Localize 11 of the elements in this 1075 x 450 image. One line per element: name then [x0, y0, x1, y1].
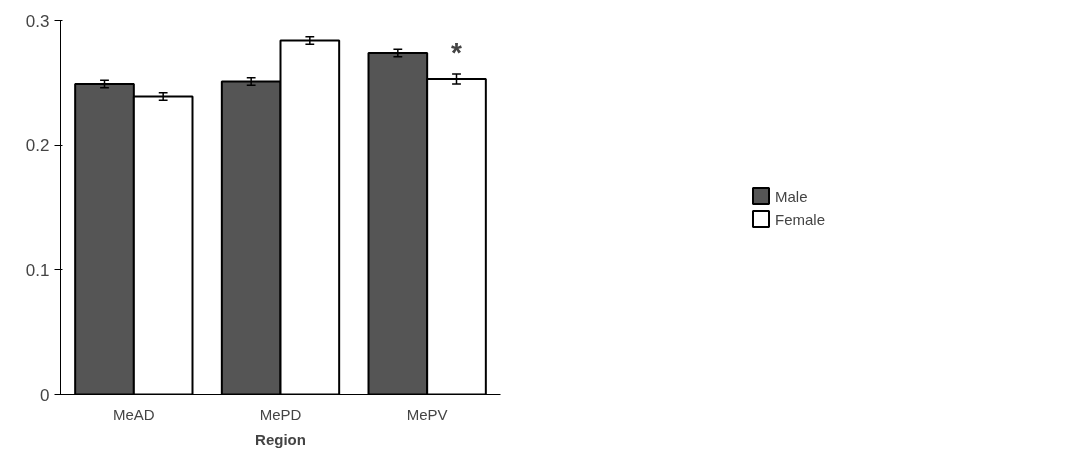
x-tick-label: MePD — [259, 405, 302, 423]
y-tick-label: 0.1 — [25, 260, 50, 280]
y-tick-label: 0.3 — [25, 11, 50, 31]
annotation: * — [451, 36, 463, 68]
x-tick-label: MeAD — [113, 405, 155, 423]
y-tick-label: 0 — [40, 385, 50, 405]
x-tick-label: MePV — [406, 405, 448, 423]
legend-label: Male — [774, 187, 808, 204]
y-tick-label: 0.2 — [25, 136, 50, 156]
legend-label: Female — [774, 210, 826, 227]
x-axis-title: Region — [255, 430, 306, 448]
